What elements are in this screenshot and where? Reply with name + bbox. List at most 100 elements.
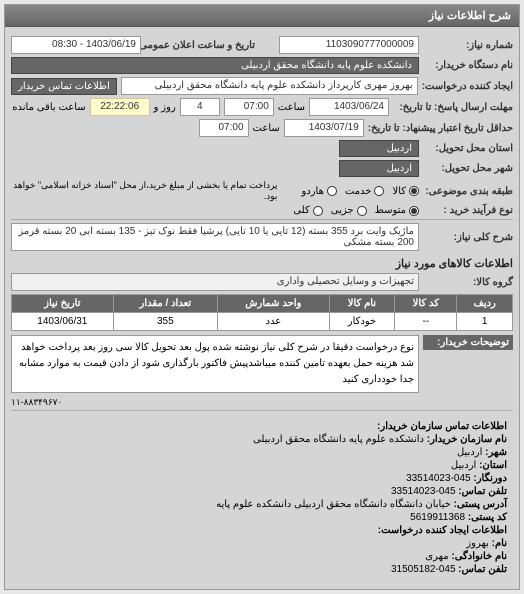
- announce-label: تاریخ و ساعت اعلان عمومی:: [145, 40, 255, 51]
- radio-khedmat[interactable]: خدمت: [345, 186, 385, 197]
- buyer-field: دانشکده علوم پایه دانشگاه محقق اردبیلی: [11, 57, 419, 74]
- goods-group-field: تجهیزات و وسایل تحصیلی واداری: [11, 273, 419, 291]
- request-number-field: 1103090777000009: [279, 36, 419, 54]
- request-number-label: شماره نیاز:: [423, 40, 513, 51]
- budget-type-label: طبقه بندی موضوعی:: [423, 186, 513, 197]
- city-field: اردبیل: [339, 160, 419, 177]
- table-header-row: ردیف کد کالا نام کالا واحد شمارش تعداد /…: [12, 295, 513, 313]
- address-value: خیابان دانشگاه دانشگاه محقق اردبیلی دانش…: [216, 499, 451, 510]
- radio-koli-label: کلی: [293, 205, 309, 216]
- city-label: شهر محل تحویل:: [423, 163, 513, 174]
- radio-har2[interactable]: هاردو: [301, 186, 336, 197]
- fax-value: 045-33514023: [406, 473, 471, 484]
- row-process-type: نوع فرآیند خرید : متوسط جزیی کلی: [11, 205, 513, 216]
- row-request-number: شماره نیاز: 1103090777000009 تاریخ و ساع…: [11, 36, 513, 54]
- radio-har2-label: هاردو: [301, 186, 323, 197]
- name-value: بهروز: [466, 538, 489, 549]
- panel-body: شماره نیاز: 1103090777000009 تاریخ و ساع…: [5, 27, 519, 589]
- state2-value: اردبیل: [451, 460, 476, 471]
- time-label-2: ساعت: [253, 123, 280, 134]
- contact-section: اطلاعات تماس سازمان خریدار: نام سازمان خ…: [11, 413, 513, 583]
- td-1: --: [395, 313, 457, 331]
- row-goods-group: گروه کالا: تجهیزات و وسایل تحصیلی واداری: [11, 273, 513, 291]
- budget-radio-group: کالا خدمت هاردو: [301, 186, 419, 197]
- org-value: دانشکده علوم پایه دانشگاه محقق اردبیلی: [253, 434, 424, 445]
- phone-label: تلفن تماس:: [458, 486, 507, 497]
- time1-field: 07:00: [224, 98, 274, 116]
- process-type-label: نوع فرآیند خرید :: [423, 205, 513, 216]
- radio-jozi-label: جزیی: [331, 205, 354, 216]
- th-5: تاریخ نیاز: [12, 295, 114, 313]
- td-4: 355: [113, 313, 217, 331]
- date2-field: 1403/07/19: [284, 119, 364, 137]
- postal-label: کد پستی:: [468, 512, 507, 523]
- td-0: 1: [457, 313, 513, 331]
- radio-dot-icon: [409, 186, 419, 196]
- family-label: نام خانوادگی:: [451, 551, 507, 562]
- time2-field: 07:00: [199, 119, 249, 137]
- row-deadline2: حداقل تاریخ اعتبار پیشنهاد: تا تاریخ: 14…: [11, 119, 513, 137]
- radio-kala[interactable]: کالا: [392, 186, 419, 197]
- goods-info-title: اطلاعات کالاهای مورد نیاز: [11, 257, 513, 270]
- th-1: کد کالا: [395, 295, 457, 313]
- process-radio-group: متوسط جزیی کلی: [293, 205, 419, 216]
- row-buyer: نام دستگاه خریدار: دانشکده علوم پایه دان…: [11, 57, 513, 74]
- radio-dot-icon: [357, 206, 367, 216]
- th-0: ردیف: [457, 295, 513, 313]
- time-label-1: ساعت: [278, 102, 305, 113]
- buyer-label: نام دستگاه خریدار:: [423, 60, 513, 71]
- state-label: استان محل تحویل:: [423, 143, 513, 154]
- creator-label: ایجاد کننده درخواست:: [422, 81, 513, 92]
- deadline2-label: حداقل تاریخ اعتبار پیشنهاد: تا تاریخ:: [368, 123, 513, 134]
- name-label: نام:: [492, 538, 507, 549]
- announce-field: 1403/06/19 - 08:30: [11, 36, 141, 54]
- radio-motavaset[interactable]: متوسط: [375, 205, 419, 216]
- page-footer-number: ۱۱-۸۸۳۴۹۶۷۰: [11, 397, 513, 408]
- th-2: نام کالا: [329, 295, 395, 313]
- item-title-field: ماژیک وایت برد 355 بسته (12 تایی یا 10 ت…: [11, 223, 419, 251]
- th-3: واحد شمارش: [218, 295, 330, 313]
- row-creator: ایجاد کننده درخواست: بهروز مهری کارپرداز…: [11, 77, 513, 95]
- province-label: شهر:: [485, 447, 507, 458]
- main-panel: شرح اطلاعات نیاز شماره نیاز: 11030907770…: [4, 4, 520, 590]
- remain-time-field: 22:22:06: [90, 98, 150, 116]
- fax-label: دورنگار:: [473, 473, 507, 484]
- phone-value: 045-33514023: [391, 486, 456, 497]
- row-deadline1: مهلت ارسال پاسخ: تا تاریخ: 1403/06/24 سا…: [11, 98, 513, 116]
- address-label: آدرس پستی:: [454, 499, 507, 510]
- td-2: خودکار: [329, 313, 395, 331]
- td-3: عدد: [218, 313, 330, 331]
- row-item-title: شرح کلی نیاز: ماژیک وایت برد 355 بسته (1…: [11, 223, 513, 251]
- remain-days-field: 4: [180, 98, 220, 116]
- radio-dot-icon: [374, 186, 384, 196]
- radio-jozi[interactable]: جزیی: [331, 205, 367, 216]
- radio-dot-icon: [327, 186, 337, 196]
- td-5: 1403/06/31: [12, 313, 114, 331]
- contact-header: اطلاعات تماس سازمان خریدار:: [377, 421, 507, 432]
- payment-note: پرداخت تمام یا بخشی از مبلغ خرید،از محل …: [11, 180, 277, 202]
- radio-dot-icon: [313, 206, 323, 216]
- postal-value: 5619911368: [410, 512, 465, 523]
- deadline1-label: مهلت ارسال پاسخ: تا تاریخ:: [393, 102, 513, 113]
- table-row: 1 -- خودکار عدد 355 1403/06/31: [12, 313, 513, 331]
- notes-field: نوع درخواست دقیقا در شرح کلی نیاز نوشته …: [11, 335, 419, 393]
- org-label: نام سازمان خریدار:: [427, 434, 507, 445]
- separator-2: [11, 410, 513, 411]
- radio-koli[interactable]: کلی: [293, 205, 322, 216]
- row-budget-type: طبقه بندی موضوعی: کالا خدمت هاردو پرداخت…: [11, 180, 513, 202]
- family-value: مهری: [425, 551, 448, 562]
- creator-field: بهروز مهری کارپرداز دانشکده علوم پایه دا…: [121, 77, 418, 95]
- notes-label: توضیحات خریدار:: [423, 335, 513, 350]
- province-value: اردبیل: [457, 447, 482, 458]
- radio-motavaset-label: متوسط: [375, 205, 406, 216]
- remain-label: ساعت باقی مانده: [12, 102, 85, 113]
- phone2-label: تلفن تماس:: [458, 564, 507, 575]
- radio-kala-label: کالا: [392, 186, 406, 197]
- days-and-label: روز و: [154, 102, 176, 113]
- separator: [11, 219, 513, 220]
- contact-button[interactable]: اطلاعات تماس خریدار: [11, 78, 117, 95]
- th-4: تعداد / مقدار: [113, 295, 217, 313]
- state-field: اردبیل: [339, 140, 419, 157]
- state2-label: استان:: [479, 460, 507, 471]
- radio-dot-icon: [409, 206, 419, 216]
